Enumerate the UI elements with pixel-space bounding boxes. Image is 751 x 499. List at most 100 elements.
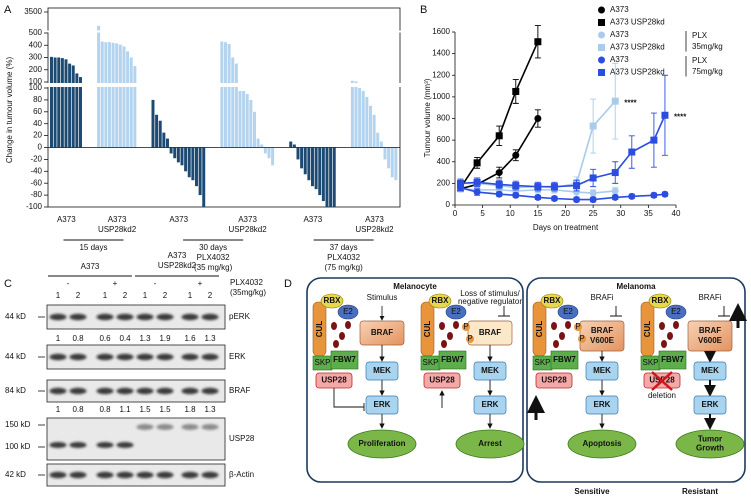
x-axis-label: Days on treatment bbox=[533, 223, 599, 232]
braf-label: V600E bbox=[698, 336, 723, 345]
marker bbox=[589, 122, 597, 130]
marker bbox=[611, 169, 619, 177]
bar bbox=[173, 147, 177, 159]
outcome bbox=[347, 429, 417, 459]
marker bbox=[534, 193, 542, 201]
marker bbox=[573, 196, 581, 204]
blot-band bbox=[69, 387, 87, 395]
marker bbox=[495, 132, 503, 140]
group-label: A373 bbox=[168, 251, 187, 260]
x-tick-label: 40 bbox=[672, 209, 681, 218]
blot-band bbox=[69, 471, 87, 479]
legend-marker bbox=[598, 44, 605, 51]
quant-value: 1.5 bbox=[139, 405, 151, 414]
plot-frame bbox=[47, 7, 401, 208]
legend-marker bbox=[598, 6, 605, 14]
y-tick-label: 800 bbox=[437, 114, 451, 123]
quant-value: 1.1 bbox=[119, 405, 131, 414]
usp28-label: USP28 bbox=[541, 376, 567, 385]
lane-label: 1 bbox=[56, 291, 61, 300]
section-title: Melanocyte bbox=[393, 282, 437, 291]
x-tick-label: 10 bbox=[506, 209, 515, 218]
quant-value: 1 bbox=[56, 334, 61, 343]
mw-label: 44 kD bbox=[5, 312, 26, 321]
y-tick-label: 200 bbox=[29, 65, 43, 74]
panel-letter: B bbox=[420, 4, 427, 16]
y-tick-label: 0 bbox=[446, 200, 451, 209]
outcome-label: Arrest bbox=[478, 439, 502, 448]
braf-label: V600E bbox=[590, 336, 615, 345]
bar bbox=[253, 111, 256, 148]
bar bbox=[256, 138, 260, 148]
footer-label: Resistant bbox=[682, 487, 718, 496]
mw-label: 84 kD bbox=[5, 386, 26, 395]
y-axis-label: Change in tumour volume (%) bbox=[5, 57, 14, 164]
rbx-label: RBX bbox=[652, 296, 670, 305]
mek-label: MEK bbox=[373, 366, 391, 375]
fbw7-label: FBW7 bbox=[553, 355, 576, 364]
legend-marker bbox=[598, 31, 605, 39]
bar bbox=[176, 147, 180, 163]
blot-band bbox=[201, 353, 219, 361]
blot-band bbox=[181, 471, 199, 479]
bar bbox=[104, 42, 108, 148]
bar bbox=[296, 147, 300, 160]
quant-value: 1.3 bbox=[139, 334, 151, 343]
phospho-label: P bbox=[463, 322, 468, 331]
rbx bbox=[648, 293, 672, 309]
footer-label: Sensitive bbox=[574, 487, 610, 496]
bar bbox=[260, 144, 264, 148]
bar bbox=[133, 66, 137, 148]
input-label: negative regulator bbox=[458, 297, 522, 306]
bar bbox=[108, 42, 111, 148]
bar bbox=[126, 51, 130, 148]
y-tick-label: 3500 bbox=[24, 7, 42, 16]
ubiquitin bbox=[453, 321, 459, 329]
bar bbox=[365, 96, 369, 148]
legend-marker bbox=[598, 69, 605, 76]
input-label: BRAFi bbox=[590, 293, 613, 302]
bar bbox=[202, 147, 206, 207]
group-label: USP28kd2 bbox=[98, 225, 137, 234]
significance: **** bbox=[674, 112, 687, 121]
skp-label: SKP bbox=[422, 358, 438, 367]
legend-label: A373 bbox=[610, 5, 629, 14]
legend-group-label: PLX bbox=[692, 56, 708, 65]
bar bbox=[307, 147, 311, 181]
phospho-label: P bbox=[467, 334, 472, 343]
period-label: PLX4032 bbox=[197, 253, 230, 262]
y-tick-label: -80 bbox=[30, 190, 42, 199]
treatment-label: + bbox=[113, 279, 118, 288]
blot-band bbox=[116, 471, 134, 479]
bar bbox=[332, 147, 336, 207]
quant-value: 0.4 bbox=[119, 334, 131, 343]
ubiquitin bbox=[331, 322, 337, 330]
fbw7 bbox=[658, 350, 687, 370]
marker bbox=[573, 182, 581, 190]
bar bbox=[300, 147, 304, 169]
x-tick-label: 25 bbox=[589, 209, 598, 218]
marker bbox=[473, 159, 481, 167]
blot-band bbox=[181, 353, 199, 361]
marker bbox=[495, 180, 503, 188]
bar bbox=[361, 90, 365, 148]
rbx-label: RBX bbox=[432, 296, 450, 305]
y-tick-label: -40 bbox=[30, 166, 42, 175]
marker bbox=[550, 183, 558, 191]
ubiquitin bbox=[559, 332, 565, 340]
row-label: BRAF bbox=[229, 386, 250, 395]
usp28-label: USP28 bbox=[429, 376, 455, 385]
inhibition bbox=[333, 388, 365, 411]
input-label: Stimulus bbox=[367, 293, 398, 302]
blot-band bbox=[136, 471, 154, 479]
blot-band bbox=[69, 442, 87, 448]
quant-value: 1.3 bbox=[204, 405, 216, 414]
blot-band bbox=[96, 471, 114, 479]
blot-band bbox=[201, 387, 219, 395]
bar bbox=[191, 147, 195, 181]
bar bbox=[162, 132, 166, 148]
quant-value: 1.5 bbox=[159, 405, 171, 414]
bar bbox=[79, 77, 82, 148]
series-line bbox=[460, 114, 666, 188]
y-tick-label: 300 bbox=[29, 53, 43, 62]
